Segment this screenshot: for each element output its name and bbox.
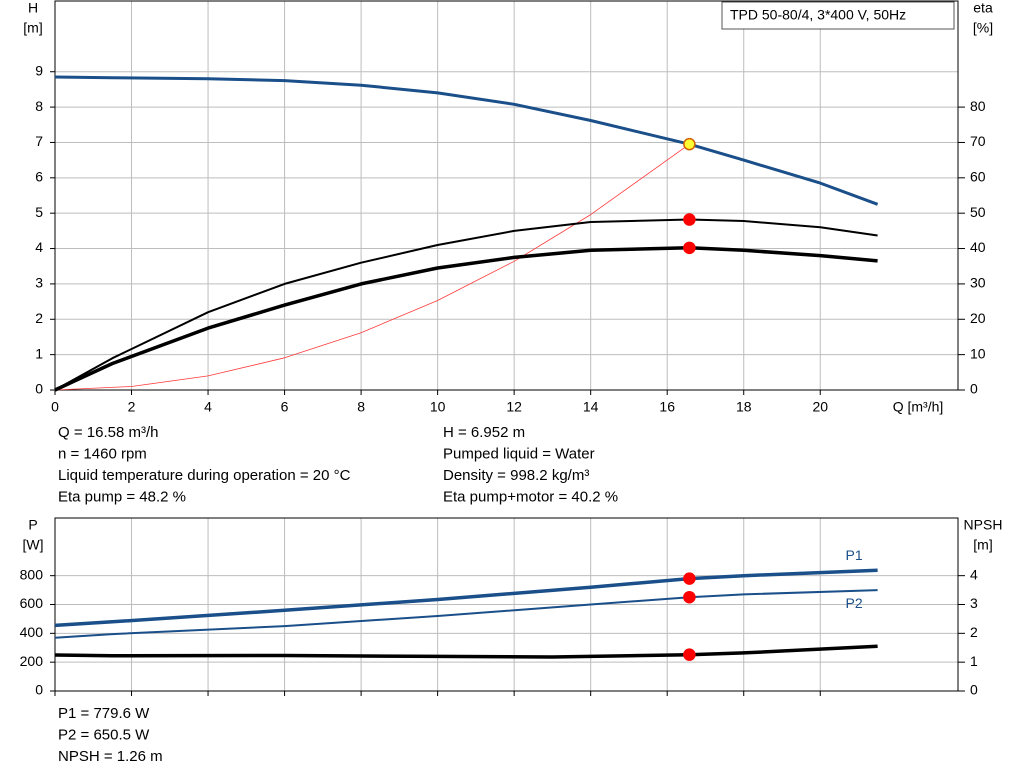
y-tick-label: 0 [35,682,43,698]
x-tick-label: 16 [659,399,675,415]
duty-point [683,590,696,604]
y2-tick-label: 70 [970,133,986,149]
y2-axis-label: eta [973,0,993,16]
x-tick-label: 12 [506,399,522,415]
y2-tick-label: 2 [970,624,978,640]
curve [54,568,878,628]
y2-tick-label: 30 [970,275,986,291]
x-tick-label: 6 [281,399,289,415]
y2-tick-label: 50 [970,204,986,220]
duty-point [683,213,696,226]
series-label: P2 [846,595,863,611]
y2-tick-label: 60 [970,169,986,185]
curve [54,589,878,639]
info-text: Q = 16.58 m³/h [58,424,158,441]
duty-point [683,572,696,585]
curve [54,75,879,206]
y2-tick-label: 20 [970,310,986,326]
x-tick-label: 20 [812,399,828,415]
y-tick-label: 8 [35,98,43,114]
y2-tick-label: 1 [970,653,978,669]
info-text: Liquid temperature during operation = 20… [58,467,351,484]
y-tick-label: 800 [20,566,44,582]
y2-tick-label: 10 [970,345,986,361]
curve [54,644,878,659]
y-tick-label: 600 [20,595,44,611]
y-tick-label: 1 [35,345,43,361]
x-tick-label: 0 [51,399,59,415]
y2-tick-label: 80 [970,98,986,114]
x-tick-label: 10 [430,399,446,415]
curve [54,246,878,392]
y-axis-label: [W] [23,537,44,553]
plot-frame [54,0,959,391]
y2-tick-label: 4 [970,566,978,582]
title-box [721,1,955,30]
y-tick-label: 6 [35,169,43,185]
x-tick-label: 4 [204,399,212,415]
x-tick-label: 18 [736,399,752,415]
y2-tick-label: 0 [970,381,978,397]
info-text: H = 6.952 m [443,424,525,441]
y2-tick-label: 0 [970,682,978,698]
y-tick-label: 0 [35,381,43,397]
y2-tick-label: 40 [970,239,986,255]
y-tick-label: 200 [20,653,44,669]
y2-axis-label: [m] [973,537,992,553]
y2-axis-label: [%] [973,20,993,36]
y-tick-label: 3 [35,275,43,291]
y-tick-label: 4 [35,239,43,255]
y-tick-label: 2 [35,310,43,326]
y-axis-label: H [28,0,38,16]
y-axis-label: P [28,517,37,533]
y2-tick-label: 3 [970,595,978,611]
info-text: NPSH = 1.26 m [58,748,163,765]
y-tick-label: 400 [20,624,44,640]
y-axis-label: [m] [23,20,42,36]
info-text: Eta pump = 48.2 % [58,488,186,505]
duty-point [683,137,696,151]
info-text: Eta pump+motor = 40.2 % [443,488,618,505]
x-tick-label: 14 [583,399,599,415]
info-text: Density = 998.2 kg/m³ [443,467,589,484]
y-tick-label: 5 [35,204,43,220]
chart-title: TPD 50-80/4, 3*400 V, 50Hz [730,7,906,23]
duty-point [683,241,696,255]
info-text: P2 = 650.5 W [58,726,150,743]
y-tick-label: 9 [35,62,43,78]
x-tick-label: 8 [357,399,365,415]
curve [54,143,690,391]
x-tick-label: 2 [128,399,136,415]
info-text: Pumped liquid = Water [443,445,595,462]
curve [54,218,878,391]
series-label: P1 [846,547,863,563]
info-text: P1 = 779.6 W [58,705,150,722]
y-tick-label: 7 [35,133,43,149]
info-text: n = 1460 rpm [58,445,147,462]
x-axis-label: Q [m³/h] [893,399,944,415]
duty-point [683,648,696,661]
y2-axis-label: NPSH [964,517,1003,533]
